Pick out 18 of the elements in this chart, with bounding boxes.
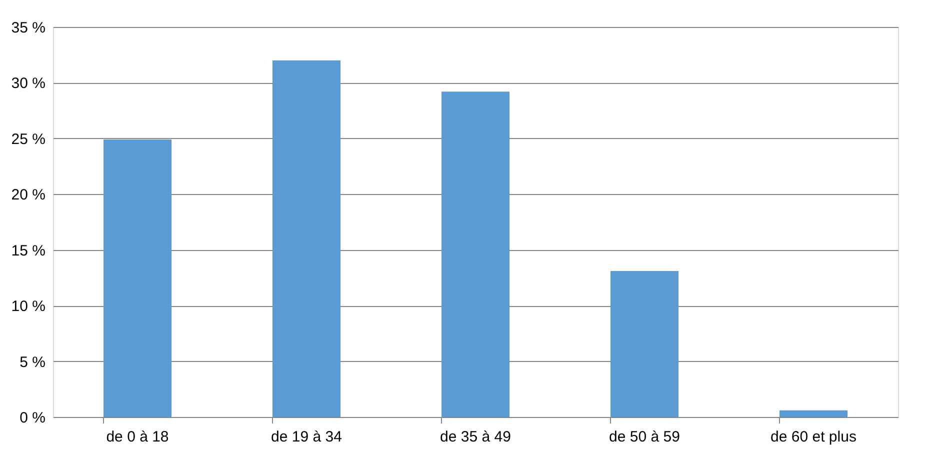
- y-tick-label: 25 %: [11, 130, 46, 148]
- bar: [780, 410, 848, 417]
- y-tick-label: 35 %: [11, 20, 46, 36]
- y-tick-label: 0 %: [20, 410, 46, 426]
- bar: [442, 92, 510, 417]
- y-tick-label: 5 %: [20, 354, 46, 371]
- y-tick-label: 30 %: [11, 75, 46, 92]
- y-tick-label: 20 %: [11, 186, 46, 204]
- y-tick-label: 10 %: [11, 298, 46, 316]
- x-tick-label: de 19 à 34: [271, 428, 342, 446]
- bar: [272, 60, 340, 417]
- bar: [610, 271, 678, 417]
- x-tick-label: de 60 et plus: [770, 428, 856, 446]
- bar: [104, 140, 172, 417]
- x-tick-label: de 50 à 59: [609, 428, 680, 446]
- x-tick-label: de 0 à 18: [106, 428, 169, 446]
- y-tick-label: 15 %: [11, 242, 46, 260]
- x-tick-label: de 35 à 49: [440, 428, 511, 446]
